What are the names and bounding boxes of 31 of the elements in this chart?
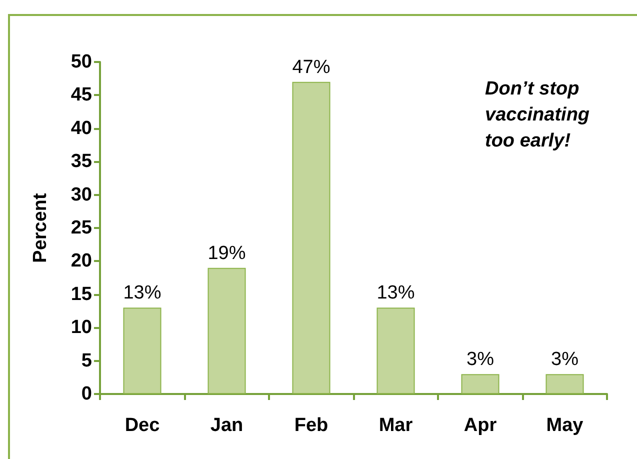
y-tick-label: 50 xyxy=(70,52,92,72)
y-tick-label: 25 xyxy=(70,218,92,238)
y-tick-label: 0 xyxy=(81,384,92,404)
x-tick-label: Mar xyxy=(378,415,414,436)
data-label: 3% xyxy=(551,349,579,370)
bar xyxy=(461,374,500,394)
x-tick-label: May xyxy=(546,415,584,436)
data-label: 13% xyxy=(376,282,415,304)
y-tick-label: 5 xyxy=(81,350,92,372)
y-tick-label: 20 xyxy=(70,250,92,272)
annotation: Don’t stop vaccinating too early! xyxy=(485,78,595,152)
bar xyxy=(123,308,162,394)
data-label: 13% xyxy=(123,282,162,304)
y-tick-label: 10 xyxy=(70,317,92,338)
x-tick-label: Dec xyxy=(124,415,160,436)
bar xyxy=(208,268,246,394)
data-label: 47% xyxy=(292,56,330,78)
x-tick-label: Apr xyxy=(464,415,498,436)
y-tick-label: 35 xyxy=(70,151,92,172)
x-tick-label: Feb xyxy=(294,415,328,436)
y-axis-title: Percent xyxy=(30,192,51,263)
bar xyxy=(292,82,330,394)
y-tick-label: 30 xyxy=(70,184,92,206)
y-tick-label: 45 xyxy=(70,84,92,106)
bar xyxy=(546,374,584,394)
data-label: 3% xyxy=(466,349,494,370)
y-tick-label: 40 xyxy=(70,118,92,139)
bar xyxy=(376,308,415,394)
x-tick-label: Jan xyxy=(210,415,244,436)
data-label: 19% xyxy=(208,242,246,264)
y-tick-label: 15 xyxy=(70,284,92,305)
